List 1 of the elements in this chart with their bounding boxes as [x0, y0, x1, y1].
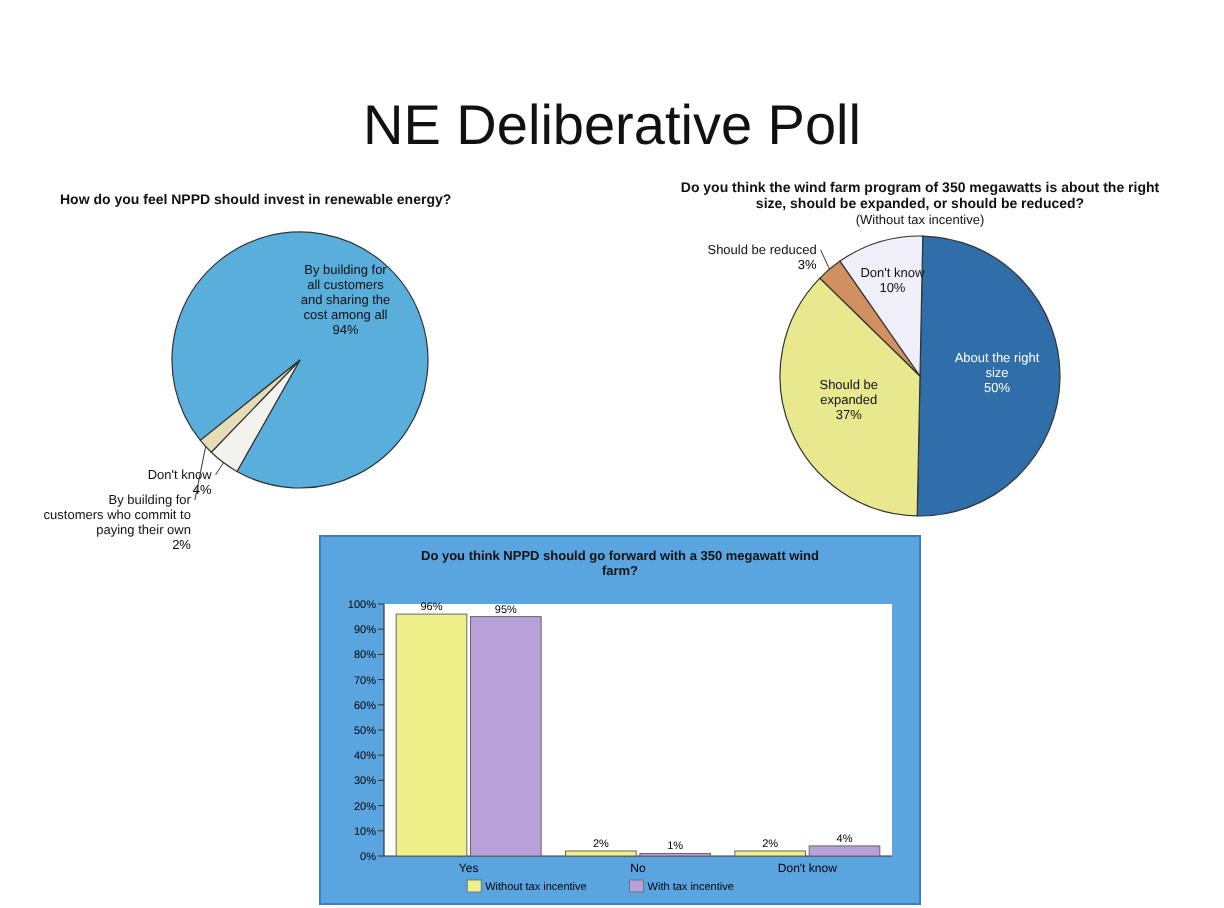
text: NE Deliberative Poll: [363, 94, 861, 156]
